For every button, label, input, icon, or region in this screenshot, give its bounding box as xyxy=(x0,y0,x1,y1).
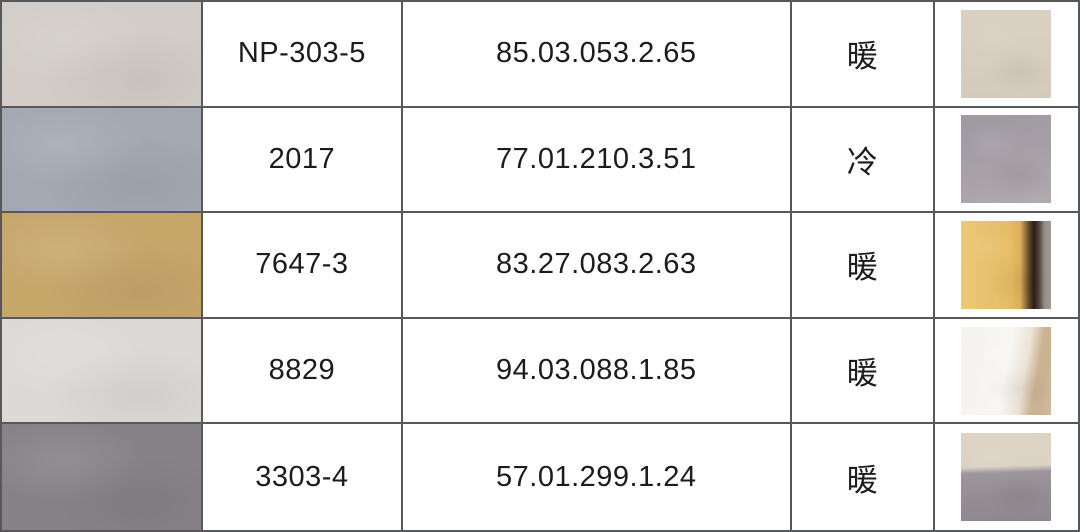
photo-cell xyxy=(934,107,1078,214)
paint-swatch xyxy=(2,107,204,214)
color-notation: 94.03.088.1.85 xyxy=(402,318,793,425)
material-photo-swatch xyxy=(961,115,1052,204)
tone-label: 暖 xyxy=(792,213,935,319)
tone-label: 暖 xyxy=(792,318,935,425)
color-code: 8829 xyxy=(203,318,403,425)
photo-cell xyxy=(934,424,1078,530)
color-code: NP-303-5 xyxy=(203,2,403,108)
material-photo-swatch xyxy=(961,9,1052,98)
tone-label: 暖 xyxy=(792,424,935,530)
color-notation: 77.01.210.3.51 xyxy=(402,107,793,214)
color-code: 7647-3 xyxy=(203,213,403,319)
material-photo-swatch xyxy=(961,220,1052,309)
paint-swatch xyxy=(2,318,204,425)
paint-swatch xyxy=(2,2,204,108)
tone-label: 冷 xyxy=(792,107,935,214)
photo-cell xyxy=(934,318,1078,425)
paint-swatch xyxy=(2,213,204,319)
color-code: 2017 xyxy=(203,107,403,214)
tone-label: 暖 xyxy=(792,2,935,108)
color-notation: 83.27.083.2.63 xyxy=(402,213,793,319)
color-notation: 85.03.053.2.65 xyxy=(402,2,793,108)
color-code: 3303-4 xyxy=(203,424,403,530)
paint-swatch xyxy=(2,424,204,530)
photo-cell xyxy=(934,2,1078,108)
color-notation: 57.01.299.1.24 xyxy=(402,424,793,530)
material-photo-swatch xyxy=(961,433,1052,522)
material-photo-swatch xyxy=(961,326,1052,415)
photo-cell xyxy=(934,213,1078,319)
